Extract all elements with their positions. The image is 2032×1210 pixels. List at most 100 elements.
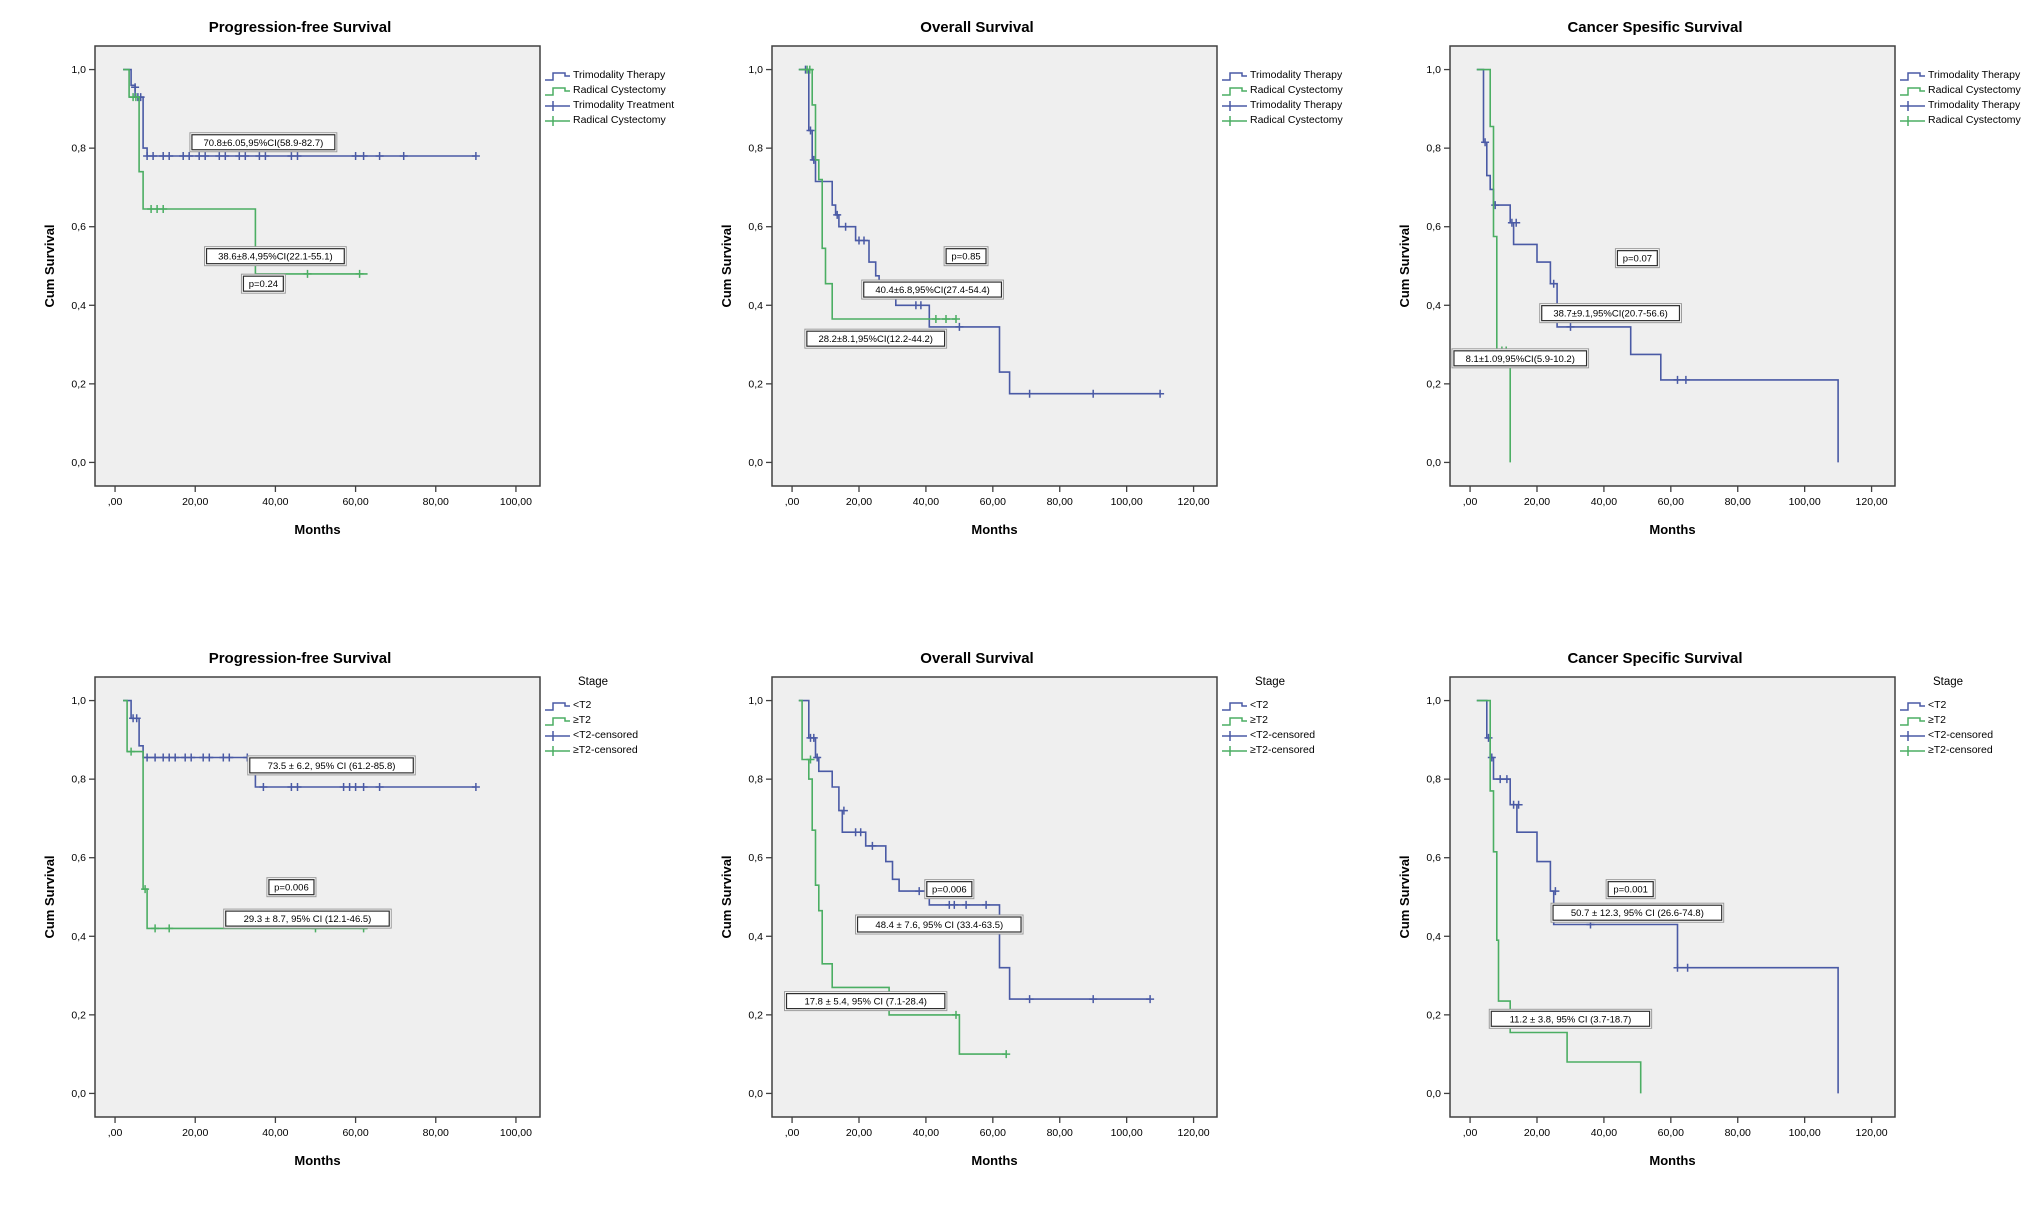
x-axis-tick-label: 20,00 (846, 1127, 872, 1139)
y-axis-tick-label: 0,0 (748, 1088, 763, 1100)
legend-item-label: ≥T2-censored (1928, 744, 1993, 756)
legend-item-label: ≥T2-censored (573, 744, 638, 756)
y-axis-tick-label: 0,2 (71, 1009, 86, 1021)
plot-background (772, 677, 1217, 1117)
legend-item-label: Radical Cystectomy (1250, 84, 1343, 96)
p-value-box: p=0.006 (266, 877, 317, 898)
x-axis-title: Months (294, 522, 340, 537)
annotation-text: 17.8 ± 5.4, 95% CI (7.1-28.4) (804, 997, 926, 1008)
legend: Trimodality Therapy Radical Cystectomy Tri… (1899, 68, 2032, 128)
legend-item: <T2 (1899, 698, 2032, 713)
y-axis-title: Cum Survival (1397, 855, 1412, 938)
legend-item: Trimodality Treatment (544, 98, 714, 113)
legend-step-line-icon (1900, 701, 1925, 711)
legend-item: <T2-censored (544, 728, 714, 743)
y-axis-tick-label: 0,2 (1426, 378, 1441, 390)
legend-item: ≥T2-censored (544, 743, 714, 758)
y-axis-tick-label: 0,6 (748, 221, 763, 233)
x-axis-tick-label: 120,00 (1856, 496, 1888, 508)
plot-area: 0,0 0,2 0,4 0,6 0,8 1,0 ,00 20,00 40,00 60,00 80,0… (42, 676, 541, 1168)
x-axis-tick-label: 60,00 (980, 1127, 1006, 1139)
x-axis-tick-label: 60,00 (980, 496, 1006, 508)
x-axis-tick-label: 40,00 (913, 1127, 939, 1139)
plot-area: 0,0 0,2 0,4 0,6 0,8 1,0 ,00 20,00 40,00 60,00 80,0… (1397, 676, 1896, 1168)
legend-item-label: Radical Cystectomy (1928, 114, 2021, 126)
annotation-text: 73.5 ± 6.2, 95% CI (61.2-85.8) (268, 761, 396, 772)
legend-item: <T2 (544, 698, 714, 713)
legend-item-label: ≥T2 (573, 714, 592, 726)
x-axis-tick-label: 100,00 (500, 1127, 532, 1139)
plot-background (1450, 677, 1895, 1117)
legend-censor-plus-icon (1900, 745, 1925, 756)
annotation-text: 28.2±8.1,95%CI(12.2-44.2) (818, 334, 933, 345)
x-axis-title: Months (294, 1153, 340, 1168)
x-axis-tick-label: 120,00 (1178, 496, 1210, 508)
chart-title: Progression-free Survival (208, 19, 392, 36)
legend-item-label: Trimodality Therapy (1250, 99, 1343, 111)
y-axis-title: Cum Survival (42, 224, 57, 307)
plot-border (1449, 676, 1896, 1118)
y-axis-tick-label: 0,6 (71, 221, 86, 233)
legend-item-label: Trimodality Therapy (1250, 69, 1343, 81)
series-green-line (123, 699, 368, 930)
y-axis-tick-label: 0,4 (1426, 300, 1441, 312)
y-axis-tick-label: 0,8 (748, 143, 763, 155)
y-axis-tick-label: 0,4 (71, 931, 86, 943)
annotation-box: 48.4 ± 7.6, 95% CI (33.4-63.5) (855, 914, 1024, 935)
km-chart-css-by-stage: Cancer Specific Survival 0,0 0,2 0,4 0,6 0,8… (1395, 649, 1993, 1194)
annotation-box: 73.5 ± 6.2, 95% CI (61.2-85.8) (247, 755, 416, 776)
legend-item: Trimodality Therapy (544, 68, 714, 83)
y-axis-title: Cum Survival (719, 855, 734, 938)
legend-title: Stage (578, 676, 609, 688)
legend-item-label: Radical Cystectomy (1250, 114, 1343, 126)
plot-border (94, 676, 541, 1118)
km-chart-pfs-by-stage: Progression-free Survival 0,0 0,2 0,4 0,6 0,… (40, 649, 638, 1194)
x-axis-tick-label: 80,00 (1047, 496, 1073, 508)
x-axis-tick-label: 20,00 (1524, 496, 1550, 508)
series-blue-censor-marks (1484, 733, 1692, 972)
y-axis-tick-label: 0,0 (71, 457, 86, 469)
x-axis-tick-label: 40,00 (913, 496, 939, 508)
y-axis-title: Cum Survival (42, 855, 57, 938)
annotation-text: 40.4±6.8,95%CI(27.4-54.4) (875, 285, 990, 296)
legend-item: Radical Cystectomy (1221, 83, 1391, 98)
legend-item: Trimodality Therapy (1221, 98, 1391, 113)
x-axis-title: Months (971, 1153, 1017, 1168)
y-axis-tick-label: 1,0 (71, 695, 86, 707)
legend-censor-plus-icon (1900, 100, 1925, 111)
series-green-censor-marks (806, 755, 1011, 1059)
annotation-text: 38.7±9.1,95%CI(20.7-56.6) (1553, 309, 1668, 320)
x-axis-tick-label: 100,00 (500, 496, 532, 508)
x-axis-tick-label: 60,00 (1658, 496, 1684, 508)
x-axis-tick-label: 120,00 (1856, 1127, 1888, 1139)
legend-item-label: ≥T2 (1250, 714, 1269, 726)
annotation-text: p=0.07 (1623, 254, 1652, 265)
legend: Trimodality Therapy Radical Cystectomy Tri… (1221, 68, 1391, 128)
annotation-box: 11.2 ± 3.8, 95% CI (3.7-18.7) (1488, 1008, 1653, 1029)
annotation-text: 50.7 ± 12.3, 95% CI (26.6-74.8) (1571, 908, 1704, 919)
annotation-text: 29.3 ± 8.7, 95% CI (12.1-46.5) (244, 914, 372, 925)
legend-step-line-icon (1222, 86, 1247, 96)
series-blue-censor-marks (129, 714, 480, 791)
y-axis-tick-label: 1,0 (1426, 695, 1441, 707)
x-axis-tick-label: ,00 (1463, 1127, 1478, 1139)
x-axis-tick-label: ,00 (108, 1127, 123, 1139)
legend-item: ≥T2-censored (1221, 743, 1391, 758)
legend-item: Radical Cystectomy (544, 83, 714, 98)
legend-step-line-icon (1222, 716, 1247, 726)
x-axis-tick-label: 80,00 (1725, 1127, 1751, 1139)
chart-title: Progression-free Survival (208, 650, 392, 667)
series-blue-censor-marks (131, 83, 480, 160)
plot-area: 0,0 0,2 0,4 0,6 0,8 1,0 ,00 20,00 40,00 60,00 80,0… (1397, 45, 1896, 537)
legend-item: <T2-censored (1899, 728, 2032, 743)
y-axis-tick-label: 0,8 (1426, 143, 1441, 155)
y-axis-tick-label: 0,8 (1426, 774, 1441, 786)
legend-censor-plus-icon (1222, 745, 1247, 756)
annotation-text: 11.2 ± 3.8, 95% CI (3.7-18.7) (1510, 1014, 1632, 1025)
x-axis-tick-label: 40,00 (262, 496, 288, 508)
x-axis-title: Months (1649, 1153, 1695, 1168)
legend-item-label: <T2-censored (1250, 729, 1316, 741)
x-axis-tick-label: ,00 (108, 496, 123, 508)
annotation-box: 8.1±1.09,95%CI(5.9-10.2) (1451, 348, 1590, 369)
annotation-text: 70.8±6.05,95%CI(58.9-82.7) (203, 138, 323, 149)
